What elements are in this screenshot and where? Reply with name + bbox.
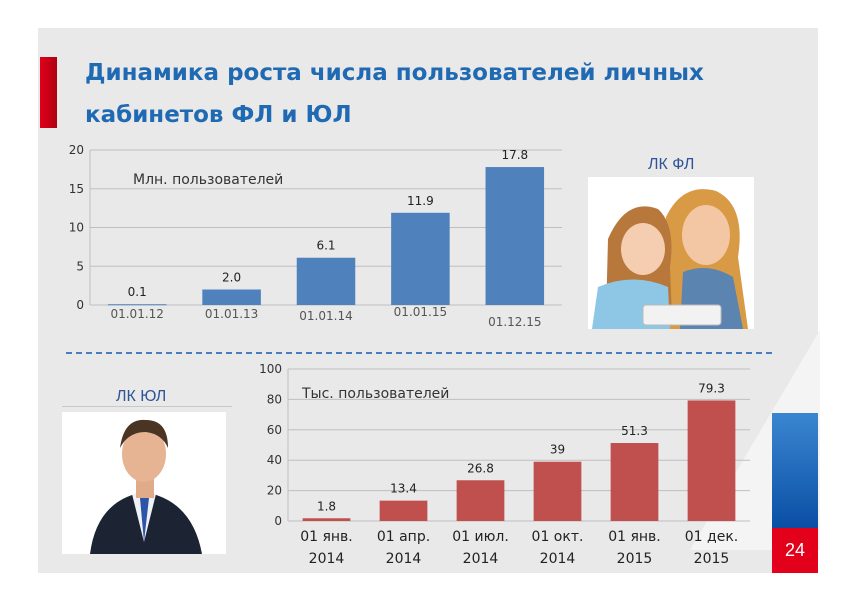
title-accent-bar (40, 57, 57, 128)
chart2-bar (456, 480, 505, 521)
label-underline (62, 406, 232, 407)
chart2-x-tick-label: 01 окт. (532, 529, 584, 545)
chart2-bar (610, 443, 659, 521)
chart1-value-label: 6.1 (316, 239, 335, 253)
section-divider (66, 352, 772, 354)
chart2-y-tick-label: 20 (267, 484, 282, 498)
chart1-value-label: 11.9 (407, 194, 434, 208)
chart2-value-label: 39 (550, 443, 565, 457)
title-line-2: кабинетов ФЛ и ЮЛ (85, 102, 352, 128)
chart1-y-tick-label: 20 (69, 143, 84, 157)
chart1-x-tick-label: 01.01.13 (205, 307, 258, 321)
page-title: Динамика роста числа пользователей личны… (85, 52, 785, 136)
photo-businessman (62, 412, 226, 554)
chart1-title: Млн. пользователей (133, 172, 283, 188)
chart2-y-tick-label: 100 (259, 362, 282, 376)
chart2-value-label: 51.3 (621, 424, 648, 438)
chart2-x-tick-label: 2015 (694, 551, 730, 567)
chart1-x-tick-label: 01.12.15 (488, 315, 541, 329)
chart1-bar (485, 167, 545, 305)
chart2-x-tick-label: 2014 (309, 551, 345, 567)
chart2-x-tick-label: 01 янв. (608, 529, 661, 545)
chart2-x-tick-label: 2015 (617, 551, 653, 567)
chart2-y-tick-label: 40 (267, 453, 282, 467)
chart2-x-tick-label: 01 янв. (300, 529, 353, 545)
page-number: 24 (784, 540, 806, 560)
chart2-bar (379, 500, 428, 521)
title-line-1: Динамика роста числа пользователей личны… (85, 60, 704, 86)
decorative-blue-bar (772, 413, 818, 528)
chart2-x-tick-label: 2014 (540, 551, 576, 567)
chart1-value-label: 2.0 (222, 271, 241, 285)
chart1-x-tick-label: 01.01.15 (394, 305, 447, 319)
chart2-value-label: 79.3 (698, 381, 725, 395)
chart2-y-tick-label: 80 (267, 392, 282, 406)
chart1-y-tick-label: 10 (69, 221, 84, 235)
chart1-y-tick-label: 15 (69, 182, 84, 196)
chart1-bar (107, 304, 167, 306)
chart1-bar (391, 212, 450, 305)
chart1-x-tick-label: 01.01.12 (110, 307, 163, 321)
chart2-value-label: 13.4 (390, 482, 417, 496)
chart1-value-label: 0.1 (128, 285, 147, 299)
chart2-value-label: 1.8 (317, 499, 336, 513)
page-number-box (772, 528, 818, 573)
chart2-title: Тыс. пользователей (301, 386, 449, 402)
chart2-bar (533, 461, 582, 521)
chart2-bar (687, 400, 736, 521)
chart2-x-tick-label: 01 дек. (685, 529, 738, 545)
chart2-x-tick-label: 2014 (463, 551, 499, 567)
chart2-x-tick-label: 01 июл. (452, 529, 509, 545)
chart1-y-tick-label: 0 (76, 298, 84, 312)
chart2-bar (302, 518, 351, 521)
chart2-y-tick-label: 0 (274, 514, 282, 528)
chart2-value-label: 26.8 (467, 461, 494, 475)
chart2-y-tick-label: 60 (267, 423, 282, 437)
label-lk-fl: ЛК ФЛ (648, 156, 695, 173)
chart2-x-tick-label: 01 апр. (377, 529, 430, 545)
chart1-x-tick-label: 01.01.14 (299, 309, 352, 323)
chart1-bar (296, 257, 356, 305)
photo-mother-daughter (588, 177, 754, 329)
chart1-bar (202, 289, 261, 305)
chart1-value-label: 17.8 (501, 148, 528, 162)
label-lk-ul: ЛК ЮЛ (116, 388, 167, 405)
chart1-y-tick-label: 5 (76, 259, 84, 273)
chart2-x-tick-label: 2014 (386, 551, 422, 567)
